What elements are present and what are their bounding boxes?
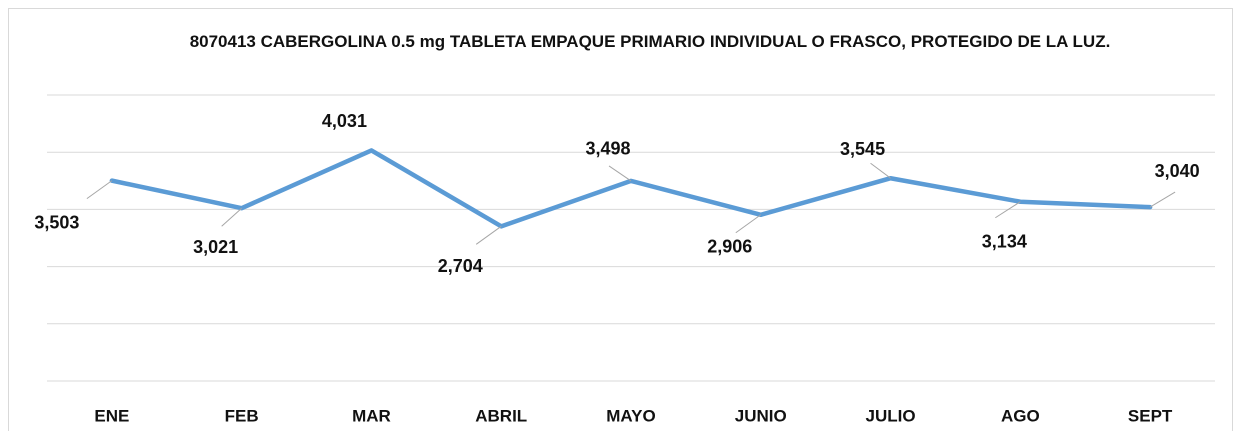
leader-line <box>1149 191 1176 208</box>
line <box>109 148 1153 229</box>
data-label: 2,906 <box>707 237 752 257</box>
x-tick-label: JUNIO <box>735 406 787 425</box>
data-label: 3,498 <box>585 139 630 159</box>
leader-line <box>735 214 762 234</box>
leader-line <box>870 162 891 179</box>
leader-line <box>995 201 1021 219</box>
x-tick-label: MAR <box>352 406 391 425</box>
x-tick-label: ENE <box>94 406 129 425</box>
chart-frame <box>8 8 1233 431</box>
data-label: 3,503 <box>34 212 79 232</box>
leader-line <box>221 207 243 227</box>
leader-line <box>86 180 113 200</box>
x-tick-label: FEB <box>225 406 259 425</box>
data-label: 3,021 <box>193 237 238 257</box>
x-tick-label: ABRIL <box>475 406 527 425</box>
data-label: 3,134 <box>982 231 1027 251</box>
chart-title: 8070413 CABERGOLINA 0.5 mg TABLETA EMPAQ… <box>189 32 1111 51</box>
x-tick-label: SEPT <box>1128 406 1173 425</box>
leader-line <box>475 225 502 245</box>
data-label: 2,704 <box>438 256 483 276</box>
data-label: 3,040 <box>1155 161 1200 181</box>
x-tick-label: AGO <box>1001 406 1040 425</box>
data-label: 3,545 <box>840 139 885 159</box>
data-label: 4,031 <box>322 111 367 131</box>
leader-line <box>608 165 632 182</box>
x-tick-label: JULIO <box>866 406 916 425</box>
x-tick-label: MAYO <box>606 406 655 425</box>
